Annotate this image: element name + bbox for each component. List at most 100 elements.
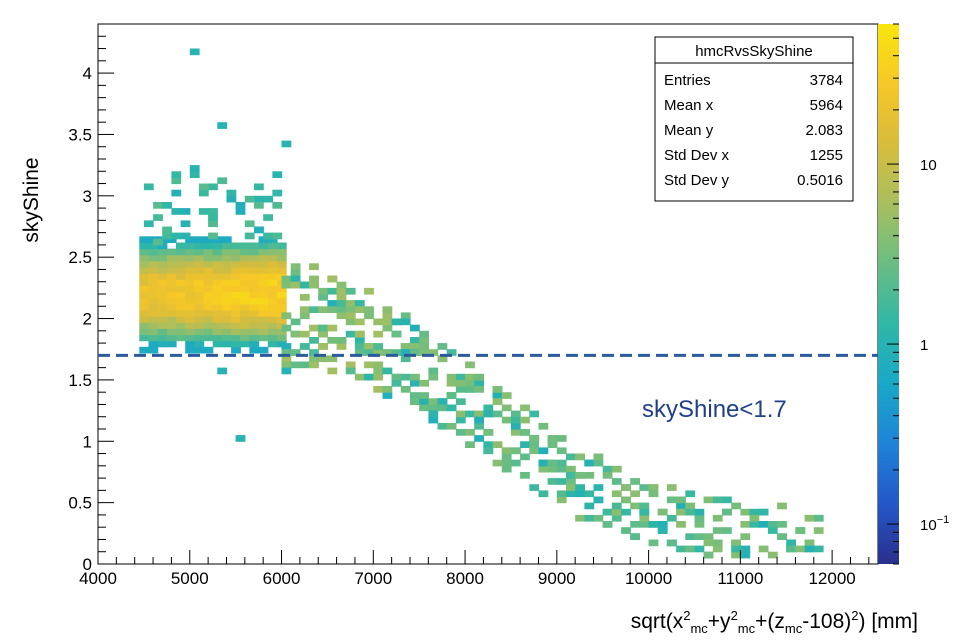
heatmap-bin [465,410,475,418]
heatmap-bin [419,343,429,350]
heatmap-bin [185,260,195,268]
heatmap-bin [221,291,232,299]
heatmap-bin [258,310,269,317]
x-label-sub: mc [785,621,803,636]
heatmap-bin [221,340,232,348]
heatmap-bin [419,379,429,387]
heatmap-bin [267,334,278,342]
heatmap-bin [267,291,278,299]
heatmap-bin [185,267,195,274]
heatmap-bin [231,322,241,329]
heatmap-bin [212,285,223,293]
heatmap-bin [176,297,186,305]
heatmap-bin [194,303,205,311]
heatmap-bin [281,140,292,148]
heatmap-bin [185,303,195,311]
heatmap-bin [276,254,287,262]
heatmap-bin [166,260,177,268]
heatmap-bin [258,334,269,342]
heatmap-bin [148,310,159,317]
heatmap-bin [281,367,292,375]
heatmap-bin [240,260,250,268]
heatmap-bin [221,236,232,243]
heatmap-bin [391,349,402,356]
heatmap-bin [547,478,558,485]
heatmap-bin [712,514,723,522]
heatmap-bin [272,171,283,178]
heatmap-bin [221,285,232,293]
heatmap-bin [657,521,668,528]
heatmap-bin [501,453,512,461]
heatmap-bin [203,310,214,317]
heatmap-bin [382,349,393,356]
heatmap-bin [148,279,159,286]
x-axis-ticks: 4000 5000 6000 7000 8000 9000 10000 11000 12000 [79,550,870,588]
heatmap-bin [657,508,668,516]
heatmap-bin [446,404,457,412]
heatmap-bin [373,330,384,338]
heatmap-bin [767,521,778,528]
heatmap-bin [212,316,223,323]
heatmap-bin [148,303,159,311]
heatmap-bin [777,502,787,510]
heatmap-bin [212,310,223,317]
stats-row-value: 2.083 [805,122,843,139]
heatmap-bin [249,242,260,250]
heatmap-bin [400,343,411,350]
heatmap-bin [290,318,301,326]
heatmap-bin [290,361,301,369]
heatmap-bin [276,260,287,268]
heatmap-bin [267,242,278,250]
heatmap-bin [786,545,796,553]
x-label-sup: 2 [683,608,690,623]
heatmap-bin [258,346,269,354]
heatmap-bin [194,248,205,256]
heatmap-bin [309,275,319,283]
x-label-sup: 2 [731,608,738,623]
heatmap-bin [281,324,292,332]
heatmap-bin [176,328,186,336]
heatmap-bin [176,316,186,323]
heatmap-bin [240,254,250,262]
heatmap-bin [249,316,260,323]
heatmap-bin [465,386,475,393]
heatmap-bin [267,303,278,311]
heatmap-bin [240,310,250,317]
heatmap-bin [731,502,741,510]
heatmap-bin [212,236,223,243]
heatmap-bin [148,248,159,256]
heatmap-bin [240,340,250,348]
heatmap-bin [166,297,177,305]
heatmap-bin [474,422,484,430]
heatmap-bin [226,189,237,197]
heatmap-bin [166,273,177,280]
heatmap-bin [267,236,278,243]
heatmap-bin [221,328,232,336]
heatmap-bin [510,447,521,455]
heatmap-bin [185,291,195,299]
heatmap-bin [240,316,250,323]
heatmap-bin [263,195,273,203]
heatmap-bin [290,263,301,270]
heatmap-bin [258,297,269,305]
heatmap-bin [166,267,177,274]
stats-box-title: hmcRvsSkyShine [695,43,813,60]
heatmap-bin [249,273,260,280]
heatmap-bin [630,502,640,510]
heatmap-bin [712,527,723,534]
heatmap-bin [621,508,631,516]
heatmap-bin [318,294,328,301]
stats-row-value: 5964 [810,97,843,114]
heatmap-bin [758,545,769,553]
heatmap-bin [483,429,494,436]
heatmap-bin [556,435,567,442]
heatmap-bin [593,453,604,461]
heatmap-bin [240,279,250,286]
heatmap-bin [203,291,214,299]
heatmap-bin [203,322,214,329]
heatmap-bin [712,539,723,547]
heatmap-bin [258,248,269,256]
heatmap-bin [272,202,283,209]
heatmap-bin [139,236,150,243]
heatmap-bin [428,404,439,412]
